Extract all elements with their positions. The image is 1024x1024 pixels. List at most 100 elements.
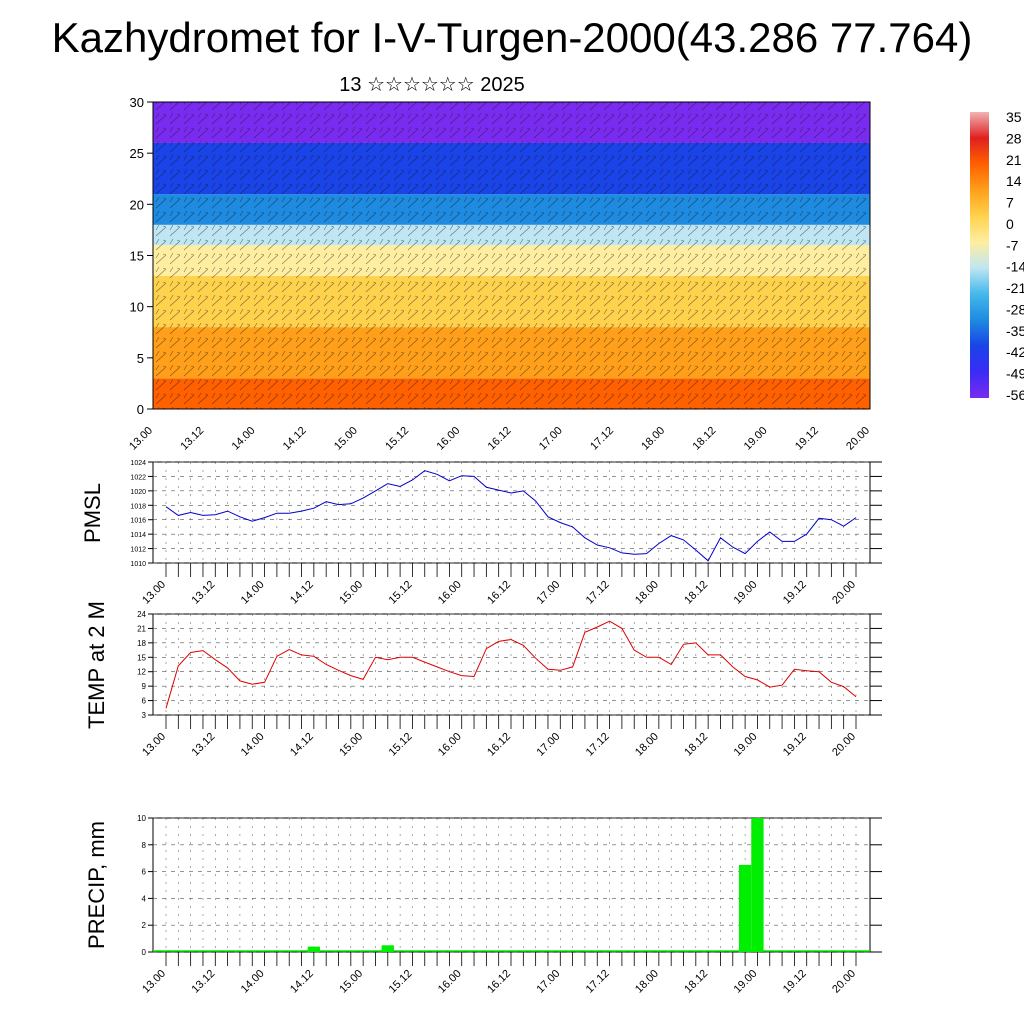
colorbar-label: -7 [1006,237,1019,253]
x-tick-label: 18.00 [633,968,661,996]
x-tick-label: 18.00 [633,731,661,759]
x-tick-label: 17.00 [534,731,562,759]
x-tick-label: 13.00 [140,579,168,607]
y-tick-label: 1014 [130,532,146,539]
x-tick-label: 20.00 [844,425,872,453]
x-tick-label: 14.00 [230,425,258,453]
y-tick-label: 20 [130,197,144,212]
y-tick-label: 24 [137,610,146,619]
precip-bar [738,864,752,952]
page-title: Kazhydromet for I-V-Turgen-2000(43.286 7… [51,14,973,61]
x-tick-label: 14.00 [239,731,267,759]
temperature-section-panel: 0 5 10 15 20 25 30 13.00 13.12 14.00 14.12 15.00 15.… [127,95,872,453]
x-tick-label: 13.12 [189,731,217,759]
x-tick-label: 13.00 [127,425,155,453]
x-tick-label: 20.00 [830,579,858,607]
x-tick-label: 14.12 [281,425,309,453]
x-tick-label: 17.12 [584,968,612,996]
y-tick-label: 10 [130,300,144,315]
x-tick-label: 19.00 [732,731,760,759]
y-tick-label: 18 [137,639,146,648]
x-tick-label: 13.12 [178,425,206,453]
plot-frame [152,461,871,564]
x-tick-label: 18.12 [682,968,710,996]
y-tick-label: 1016 [130,518,146,525]
y-tick-label: 1018 [130,503,146,510]
y-axis-label: TEMP at 2 M [84,601,109,729]
y-tick-label: 3 [142,711,147,720]
x-tick-label: 17.12 [584,731,612,759]
x-tick-label: 19.00 [742,425,770,453]
y-tick-label: 9 [142,682,147,691]
colorbar-label: -49 [1006,366,1024,382]
y-tick-label: 0 [142,948,147,957]
y-tick-label: 25 [130,146,144,161]
colorbar-label: 28 [1006,130,1022,146]
x-tick-label: 16.00 [434,425,462,453]
x-tick-label: 14.00 [239,968,267,996]
x-tick-label: 14.00 [239,579,267,607]
colorbar-label: -28 [1006,301,1024,317]
x-tick-label: 13.00 [140,968,168,996]
x-tick-label: 16.12 [485,731,513,759]
x-tick-label: 16.12 [485,968,513,996]
y-tick-label: 2 [142,921,147,930]
y-tick-label: 12 [137,668,146,677]
x-tick-label: 15.12 [383,425,411,453]
colorbar-label: -14 [1006,259,1024,275]
pmsl-panel: 1010 1012 1014 1016 1018 1020 1022 1024 13.00 13.… [80,460,882,607]
x-tick-label: 14.12 [288,731,316,759]
x-tick-label: 19.12 [781,579,809,607]
x-tick-label: 17.12 [588,425,616,453]
colorbar-label: 0 [1006,216,1014,232]
y-tick-label: 5 [137,351,144,366]
colorbar-strip [970,112,989,398]
y-tick-label: 1022 [130,474,146,481]
x-tick-label: 14.12 [288,579,316,607]
temp2m-panel: 3 6 9 12 15 18 21 24 13.00 13.12 14.00 14.12 15.00 15… [84,601,882,759]
y-tick-label: 1020 [130,489,146,496]
colorbar-label: -35 [1006,323,1024,339]
colorbar-label: 7 [1006,195,1014,211]
y-tick-label: 15 [130,249,144,264]
colorbar-label: 35 [1006,109,1022,125]
colorbar-label: -21 [1006,280,1024,296]
series-line [165,620,857,709]
precip-bar [381,945,394,952]
x-tick-label: 14.12 [288,968,316,996]
x-tick-label: 19.12 [781,731,809,759]
y-tick-label: 1010 [130,561,146,568]
precip-panel: 0 2 4 6 8 10 13.00 13.12 14.00 14.12 15.00 15.12 16.… [84,814,882,996]
precip-bar [307,946,321,952]
x-tick-label: 19.00 [732,968,760,996]
colorbar-label: -42 [1006,344,1024,360]
x-tick-label: 16.00 [436,579,464,607]
wind-vectors [153,102,870,409]
x-tick-label: 13.12 [189,579,217,607]
x-tick-label: 19.12 [781,968,809,996]
x-tick-label: 13.12 [189,968,217,996]
x-tick-label: 17.12 [584,579,612,607]
x-tick-label: 18.00 [639,425,667,453]
colorbar-label: 21 [1006,152,1022,168]
x-tick-label: 18.12 [682,731,710,759]
y-tick-label: 8 [142,841,147,850]
x-tick-label: 13.00 [140,731,168,759]
y-tick-label: 1024 [130,460,146,467]
x-tick-label: 16.00 [436,968,464,996]
x-tick-label: 16.12 [485,579,513,607]
y-tick-label: 21 [137,624,146,633]
x-tick-label: 17.00 [534,579,562,607]
x-tick-label: 19.00 [732,579,760,607]
precip-bar [751,818,764,952]
x-tick-label: 19.12 [793,425,821,453]
x-tick-label: 16.12 [486,425,514,453]
plot-frame [152,613,871,716]
y-axis-label: PMSL [80,483,105,543]
y-tick-label: 10 [137,814,146,823]
colorbar-label: 14 [1006,173,1022,189]
x-tick-label: 15.00 [337,579,365,607]
colorbar: 35 28 21 14 7 0 -7 -14 -21 -28 -35 -42 -49 -56 [970,109,1024,403]
x-tick-label: 15.12 [387,731,415,759]
